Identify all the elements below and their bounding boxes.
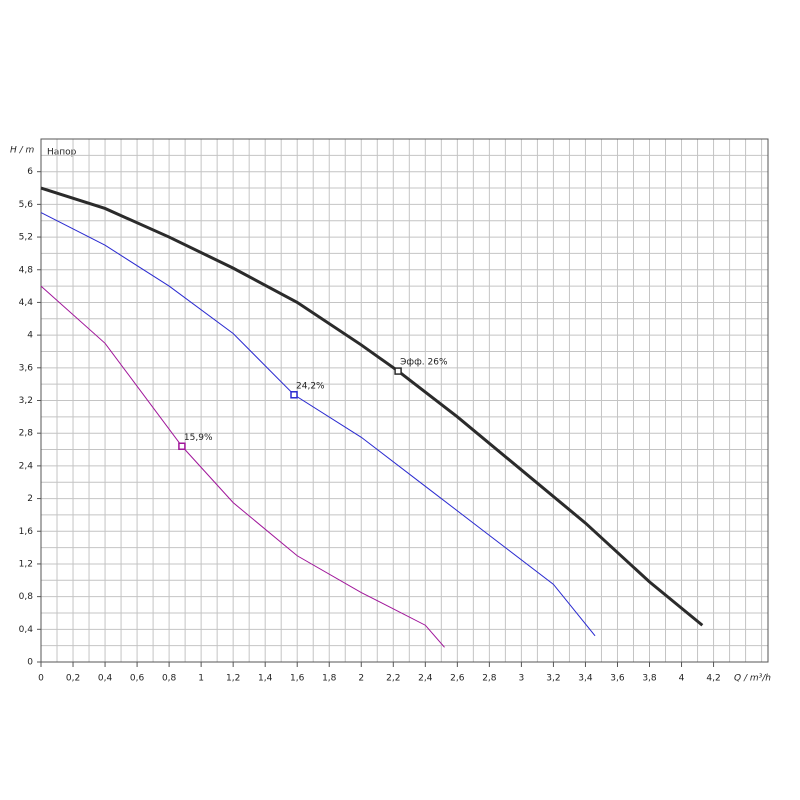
x-tick-label: 1,4	[258, 674, 273, 684]
curve	[40, 285, 445, 648]
x-tick-label: 2,4	[418, 674, 433, 684]
x-tick-label: 1,8	[322, 674, 337, 684]
y-tick-label: 1,6	[19, 527, 34, 537]
x-axis-label: Q / m³/h	[734, 674, 771, 684]
y-tick-label: 0,4	[19, 625, 34, 635]
x-tick-label: 0,2	[66, 674, 80, 684]
x-tick-label: 2,8	[482, 674, 497, 684]
operating-point	[394, 367, 402, 375]
operating-point	[290, 391, 298, 399]
x-tick-label: 0	[38, 674, 44, 684]
y-tick-label: 3,2	[19, 396, 33, 406]
y-tick-label: 6	[27, 167, 33, 177]
x-tick-label: 0,8	[162, 674, 177, 684]
point-label: 24,2%	[296, 381, 325, 391]
x-tick-label: 4	[679, 674, 685, 684]
y-tick-label: 4,8	[19, 265, 34, 275]
x-tick-label: 3	[519, 674, 525, 684]
x-tick-label: 1,6	[290, 674, 305, 684]
x-tick-label: 2	[358, 674, 364, 684]
x-tick-label: 2,6	[450, 674, 465, 684]
x-tick-label: 1	[198, 674, 204, 684]
operating-point	[178, 442, 186, 451]
curve	[40, 186, 704, 627]
x-tick-label: 4,2	[706, 674, 720, 684]
x-tick-label: 1,2	[226, 674, 240, 684]
point-label: 15,9%	[184, 433, 213, 443]
y-tick-label: 2	[27, 494, 33, 504]
x-tick-label: 0,6	[130, 674, 145, 684]
x-tick-label: 3,8	[642, 674, 657, 684]
y-tick-label: 1,2	[19, 559, 33, 569]
x-tick-label: 0,4	[98, 674, 113, 684]
chart-title: Напор	[47, 148, 77, 158]
y-axis-label: H / m	[10, 146, 35, 156]
x-tick-label: 3,4	[578, 674, 593, 684]
x-tick-label: 3,2	[546, 674, 560, 684]
y-tick-label: 4	[27, 331, 33, 341]
y-tick-label: 5,2	[19, 233, 33, 243]
x-tick-label: 2,2	[386, 674, 400, 684]
y-tick-label: 3,6	[19, 363, 34, 373]
curve	[40, 212, 596, 637]
y-tick-label: 0,8	[19, 592, 34, 602]
y-tick-label: 2,4	[19, 461, 34, 471]
y-tick-label: 4,4	[19, 298, 34, 308]
y-tick-label: 2,8	[19, 429, 34, 439]
point-label: Эфф. 26%	[400, 358, 448, 368]
y-tick-label: 5,6	[19, 200, 34, 210]
y-tick-label: 0	[27, 658, 33, 668]
x-tick-label: 3,6	[610, 674, 625, 684]
